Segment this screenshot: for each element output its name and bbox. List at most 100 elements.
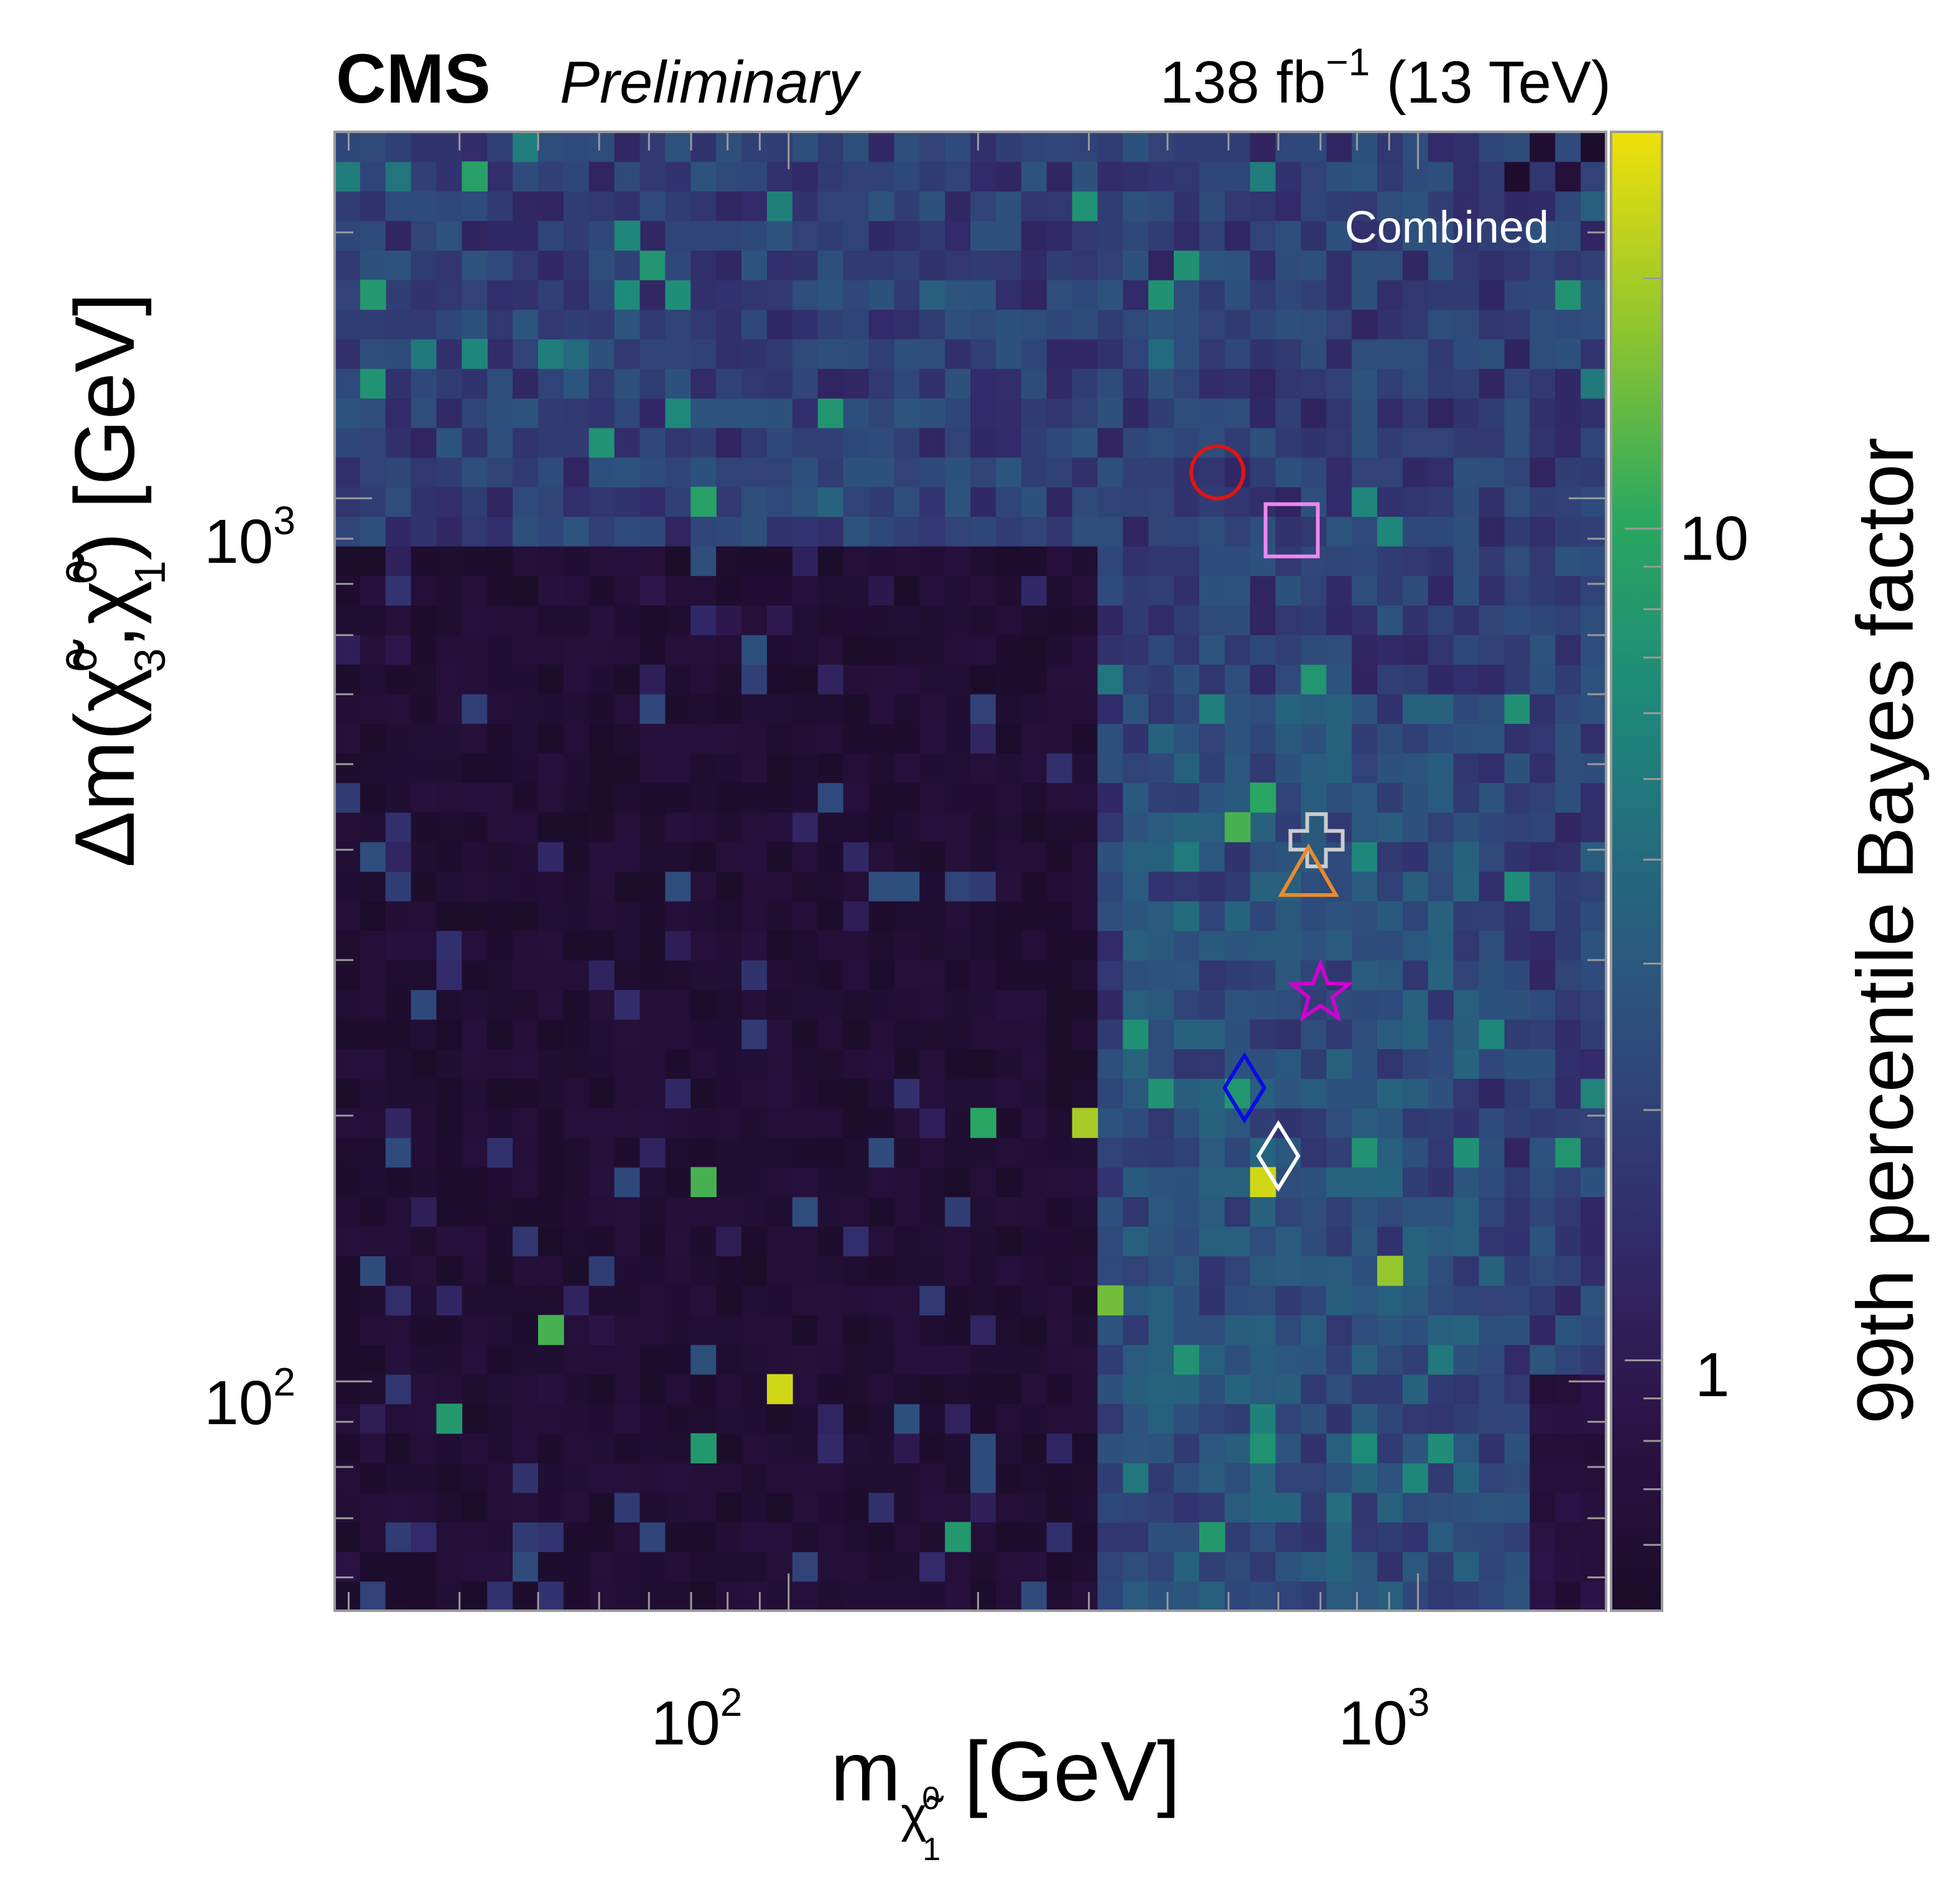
heatmap-bin — [1072, 1285, 1098, 1316]
heatmap-bin — [385, 220, 412, 251]
heatmap-bin — [1301, 161, 1327, 192]
heatmap-bin — [1097, 1522, 1124, 1552]
heatmap-bin — [1123, 427, 1149, 458]
heatmap-bin — [665, 191, 692, 221]
heatmap-hot-bin — [1250, 1167, 1276, 1197]
heatmap-bin — [1504, 161, 1531, 192]
heatmap-bin — [868, 220, 895, 251]
heatmap-bin — [1453, 457, 1480, 488]
heatmap-bin — [1453, 161, 1480, 192]
heatmap-bin — [792, 693, 819, 724]
heatmap-bin — [970, 1463, 996, 1493]
heatmap-bin — [1377, 1285, 1403, 1316]
heatmap-bin — [1097, 1404, 1124, 1434]
heatmap-bin — [411, 723, 437, 754]
heatmap-bin — [1352, 1019, 1378, 1050]
heatmap-bin — [766, 1404, 793, 1434]
heatmap-bin — [360, 220, 386, 251]
heatmap-bin — [817, 279, 844, 310]
heatmap-bin — [513, 604, 539, 636]
heatmap-bin — [1072, 1019, 1098, 1050]
heatmap-bin — [894, 545, 921, 577]
heatmap-bin — [1428, 279, 1454, 310]
heatmap-bin — [1072, 1197, 1098, 1227]
heatmap-bin — [538, 930, 564, 961]
heatmap-bin — [411, 960, 437, 991]
heatmap-bin — [1453, 368, 1480, 399]
heatmap-bin — [1301, 1374, 1327, 1404]
heatmap-bin — [995, 1167, 1022, 1197]
heatmap-bin — [411, 1463, 437, 1493]
y-axis-ticks — [335, 231, 1606, 1578]
heatmap-bin — [436, 1167, 463, 1197]
heatmap-bin — [1148, 1285, 1174, 1316]
heatmap-bin — [1148, 457, 1174, 488]
heatmap-bin — [436, 338, 463, 369]
heatmap-bin — [665, 545, 692, 577]
heatmap-bin — [411, 338, 437, 369]
heatmap-bin — [792, 1492, 819, 1523]
heatmap-bin — [817, 427, 844, 458]
heatmap-bin — [1021, 1463, 1047, 1493]
heatmap-bin — [741, 398, 768, 428]
heatmap-bin — [690, 901, 717, 931]
heatmap-bin — [385, 1019, 412, 1050]
heatmap-bin — [970, 1433, 996, 1463]
heatmap-bin — [487, 1078, 513, 1109]
heatmap-bin — [1199, 1463, 1225, 1493]
heatmap-bin — [1174, 1019, 1200, 1050]
heatmap-bin — [741, 220, 768, 251]
heatmap-bin — [563, 516, 590, 547]
heatmap-bin — [970, 812, 996, 843]
heatmap-bin — [1021, 1433, 1047, 1463]
heatmap-bin — [1123, 338, 1149, 369]
heatmap-bin — [639, 723, 666, 754]
heatmap-bin — [1530, 812, 1556, 843]
heatmap-bin — [1301, 930, 1327, 961]
heatmap-bin — [665, 841, 692, 872]
heatmap-bin — [1250, 664, 1276, 695]
heatmap-bin — [360, 1078, 386, 1109]
heatmap-bin — [817, 1463, 844, 1493]
heatmap-bin — [1123, 1315, 1149, 1345]
heatmap-bin — [894, 398, 921, 428]
heatmap-bin — [588, 723, 615, 754]
heatmap-bin — [1199, 782, 1225, 813]
heatmap-bin — [1021, 161, 1047, 192]
heatmap-bin — [868, 1137, 895, 1168]
heatmap-bin — [868, 486, 895, 517]
heatmap-bin — [436, 1463, 463, 1493]
heatmap-bin — [1275, 1344, 1302, 1375]
heatmap-bin — [1046, 782, 1073, 813]
heatmap-bin — [1453, 1581, 1480, 1611]
heatmap-bin — [843, 812, 870, 843]
heatmap-bin — [665, 1285, 692, 1316]
heatmap-bin — [665, 752, 692, 784]
heatmap-bin — [1275, 457, 1302, 488]
heatmap-bin — [741, 575, 768, 606]
heatmap-bin — [792, 575, 819, 606]
heatmap-bin — [868, 457, 895, 488]
heatmap-bin — [716, 1522, 742, 1552]
heatmap-bin — [563, 338, 590, 369]
heatmap-bin — [436, 1108, 463, 1138]
heatmap-bin — [1555, 486, 1581, 517]
heatmap-bin — [868, 1344, 895, 1375]
heatmap-bin — [1250, 841, 1276, 872]
heatmap-bin — [1326, 220, 1352, 251]
heatmap-bin — [436, 368, 463, 399]
heatmap-bin — [1352, 1226, 1378, 1257]
heatmap-bin — [1352, 1197, 1378, 1227]
heatmap-bin — [1072, 1463, 1098, 1493]
heatmap-bin — [1453, 1226, 1480, 1257]
heatmap-bin — [614, 191, 641, 221]
heatmap-bin — [1428, 250, 1454, 280]
heatmap-bin — [894, 1551, 921, 1582]
heatmap-bin — [436, 486, 463, 517]
heatmap-bin — [894, 1256, 921, 1286]
heatmap-bin — [1097, 901, 1124, 931]
heatmap-bin — [436, 664, 463, 695]
heatmap-bin — [1224, 693, 1251, 724]
heatmap-bin — [639, 161, 666, 192]
heatmap-bin — [995, 338, 1022, 369]
